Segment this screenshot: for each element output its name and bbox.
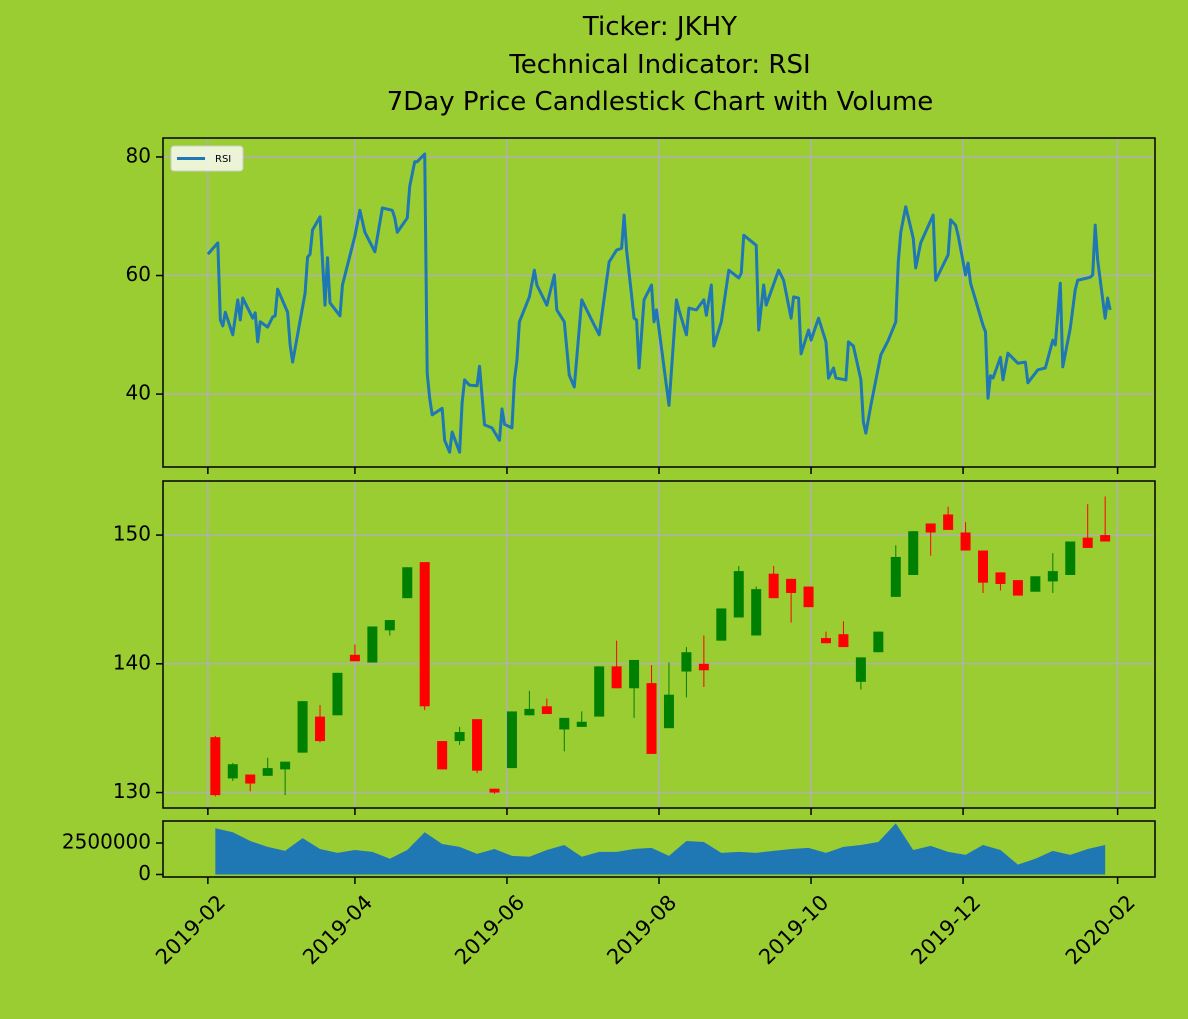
candle-body — [262, 768, 273, 776]
candle-body — [629, 659, 640, 689]
candle-body — [419, 562, 430, 707]
candle-body — [559, 717, 570, 730]
panel-frame — [162, 820, 1156, 878]
candle-body — [437, 741, 448, 770]
candle-body — [820, 638, 831, 644]
candle-body — [541, 706, 552, 715]
candle-body — [489, 788, 500, 793]
candle-body — [873, 631, 884, 653]
chart-title: Ticker: JKHY — [582, 12, 737, 42]
y-tick-label: 2500000 — [62, 830, 151, 854]
candle-body — [890, 556, 901, 597]
candle-body — [506, 711, 517, 769]
candle-body — [367, 626, 378, 663]
candle-body — [1030, 576, 1041, 592]
legend-label: RSI — [215, 154, 231, 165]
candle-body — [995, 572, 1006, 584]
candle-body — [698, 663, 709, 671]
candle-body — [803, 586, 814, 608]
plot-area — [206, 152, 1112, 454]
candle-body — [1065, 541, 1076, 575]
candle-body — [245, 774, 256, 784]
candle-body — [454, 732, 465, 742]
candle-body — [576, 721, 587, 727]
candle-body — [925, 523, 936, 533]
candle-body — [472, 719, 483, 771]
chart-title: Technical Indicator: RSI — [508, 50, 810, 80]
candle-body — [838, 634, 849, 648]
candle-body — [786, 578, 797, 594]
candle-body — [646, 683, 657, 754]
y-tick-label: 0 — [138, 861, 151, 885]
candle-body — [1047, 571, 1058, 582]
candle-body — [315, 716, 326, 742]
candle-body — [384, 620, 395, 631]
y-tick-label: 130 — [113, 779, 151, 803]
candle-body — [1100, 535, 1111, 542]
candle-body — [768, 573, 779, 599]
candle-body — [227, 764, 238, 779]
y-tick-label: 140 — [113, 650, 151, 674]
y-tick-label: 80 — [126, 143, 151, 167]
candle-body — [524, 708, 535, 716]
candle-body — [978, 550, 989, 583]
chart-title: 7Day Price Candlestick Chart with Volume — [387, 87, 934, 117]
candle-body — [1082, 537, 1093, 548]
candle-body — [663, 694, 674, 729]
candle-body — [297, 701, 308, 753]
candle-body — [716, 608, 727, 641]
candle-body — [908, 531, 919, 575]
candle-body — [611, 666, 622, 689]
y-tick-label: 40 — [126, 381, 151, 405]
volume-area — [215, 823, 1106, 875]
y-tick-label: 150 — [113, 522, 151, 546]
candle-body — [855, 657, 866, 682]
panel-frame — [162, 137, 1156, 468]
plot-area — [210, 496, 1111, 797]
panel-frame — [162, 480, 1156, 809]
candle-body — [681, 652, 692, 672]
candle-body — [594, 666, 605, 717]
y-tick-label: 60 — [126, 262, 151, 286]
candle-body — [280, 761, 291, 770]
candle-body — [402, 567, 413, 599]
legend-box — [170, 145, 244, 172]
candle-body — [960, 532, 971, 551]
candle-body — [733, 571, 744, 618]
rsi-line — [206, 152, 1112, 454]
candle-body — [943, 514, 954, 530]
candle-body — [332, 672, 343, 716]
candle-body — [1012, 580, 1023, 596]
candle-body — [751, 589, 762, 636]
candle-body — [210, 737, 221, 796]
candle-body — [349, 654, 360, 662]
plot-area — [215, 823, 1106, 875]
